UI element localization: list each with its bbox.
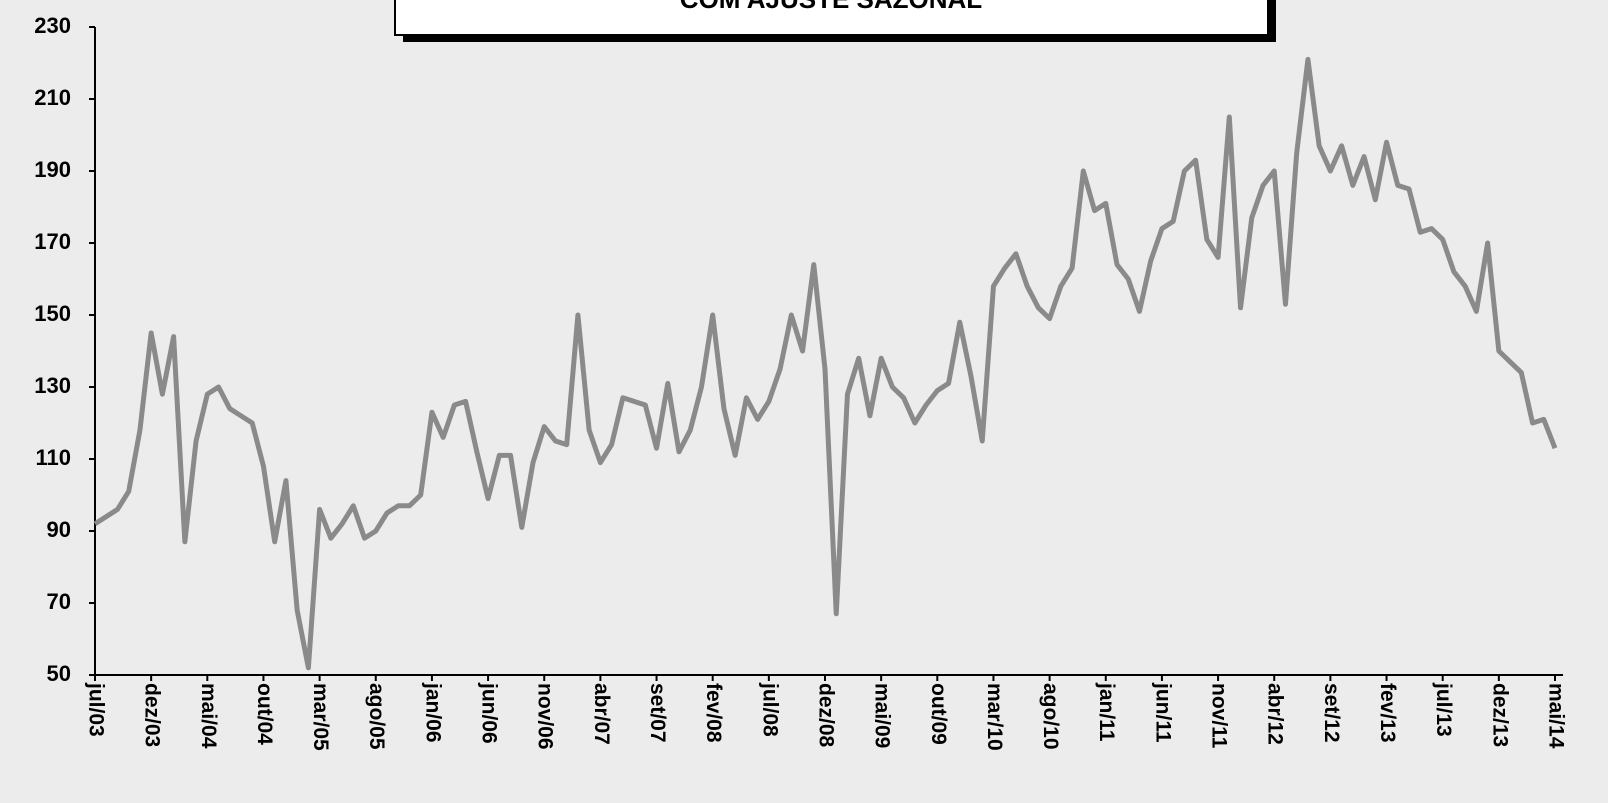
x-tick-label: mai/04 (197, 683, 220, 749)
y-tick-label: 190 (34, 157, 71, 182)
x-tick-label: dez/08 (814, 683, 837, 748)
x-tick-label: jul/03 (84, 682, 107, 737)
x-tick-label: jun/06 (478, 682, 501, 744)
x-tick-label: dez/13 (1488, 683, 1511, 747)
x-tick-label: set/12 (1320, 683, 1343, 743)
y-tick-label: 210 (34, 85, 71, 110)
x-tick-label: mai/14 (1544, 683, 1567, 749)
y-tick-label: 110 (36, 445, 72, 470)
x-tick-label: jul/13 (1432, 682, 1455, 737)
x-tick-label: mar/10 (983, 683, 1006, 751)
x-tick-label: jan/11 (1095, 682, 1118, 742)
x-tick-label: nov/06 (534, 683, 557, 750)
x-tick-label: abr/07 (590, 683, 613, 745)
x-tick-label: ago/10 (1039, 683, 1062, 750)
x-tick-label: jun/11 (1151, 682, 1174, 743)
y-tick-label: 230 (34, 13, 71, 38)
x-tick-label: mai/09 (871, 683, 894, 748)
chart-title: COM AJUSTE SAZONAL (680, 0, 982, 14)
x-tick-label: out/04 (253, 683, 276, 745)
data-line (93, 56, 1558, 671)
y-tick-label: 150 (34, 301, 71, 326)
x-tick-label: nov/11 (1208, 683, 1231, 749)
x-tick-label: fev/08 (702, 683, 725, 743)
x-tick-label: set/07 (646, 683, 669, 743)
x-tick-label: ago/05 (365, 683, 388, 750)
x-tick-label: abr/12 (1264, 683, 1287, 745)
y-tick-label: 90 (47, 517, 71, 542)
x-tick-label: mar/05 (309, 683, 332, 751)
x-tick-label: dez/03 (141, 683, 164, 747)
x-tick-label: out/09 (927, 683, 950, 745)
y-tick-label: 130 (34, 373, 71, 398)
x-tick-label: jul/08 (758, 682, 781, 737)
y-tick-label: 70 (47, 589, 71, 614)
y-tick-label: 170 (34, 229, 71, 254)
x-tick-label: fev/13 (1376, 683, 1399, 743)
title-box (394, 0, 1269, 36)
x-tick-label: jan/06 (421, 682, 444, 743)
y-tick-label: 50 (47, 661, 71, 686)
